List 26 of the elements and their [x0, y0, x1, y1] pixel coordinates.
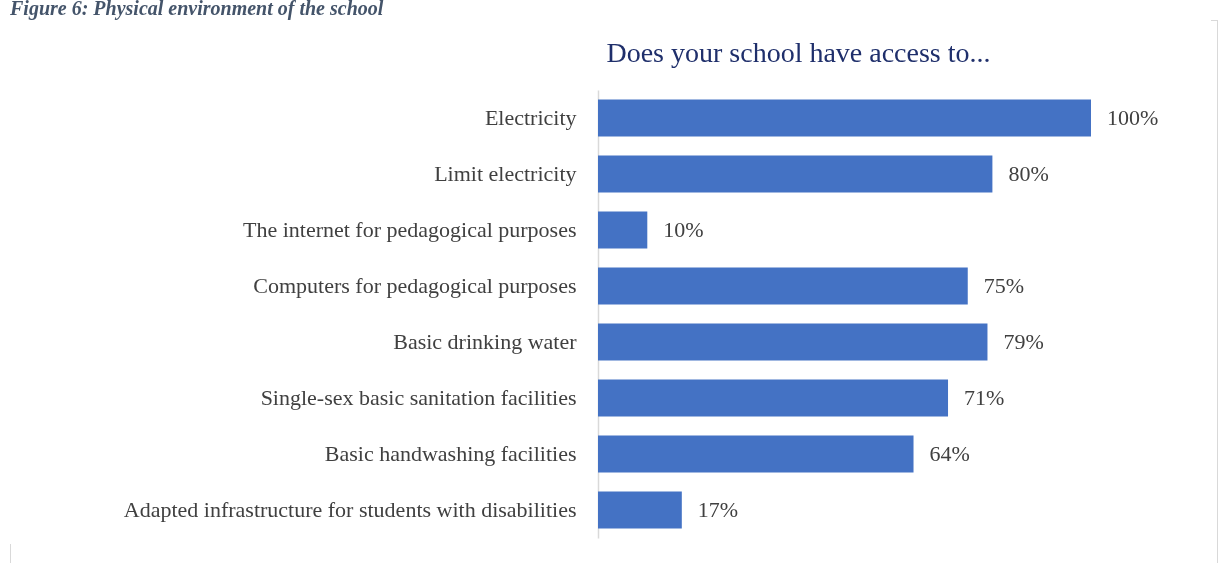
data-label: 64% — [929, 441, 970, 466]
bar — [598, 435, 914, 473]
y-tick-label: Single-sex basic sanitation facilities — [260, 385, 577, 410]
bar — [598, 323, 988, 361]
y-tick-label: Basic drinking water — [393, 329, 578, 354]
data-label: 80% — [1008, 161, 1049, 186]
y-tick-label: Basic handwashing facilities — [324, 441, 577, 466]
data-label: 10% — [663, 217, 704, 242]
bar — [598, 99, 1091, 137]
data-label: 17% — [697, 497, 739, 522]
caption: Figure 6: Physical environment of the school — [9, 0, 385, 19]
y-tick-label: Computers for pedagogical purposes — [253, 273, 577, 298]
data-label: 100% — [1107, 105, 1159, 130]
chart-title: Does your school have access to... — [606, 37, 991, 68]
y-tick-label: Adapted infrastructure for students with disabilities — [123, 497, 577, 522]
bar — [598, 211, 648, 249]
data-label: 71% — [964, 385, 1005, 410]
data-label: 75% — [983, 273, 1025, 298]
bar — [598, 379, 949, 417]
bar — [598, 155, 993, 193]
bar — [598, 491, 682, 529]
y-tick-label: Electricity — [484, 105, 577, 130]
y-tick-label: Limit electricity — [434, 161, 577, 186]
data-label: 79% — [1003, 329, 1044, 354]
bar — [598, 267, 968, 305]
y-tick-label: The internet for pedagogical purposes — [242, 217, 577, 242]
